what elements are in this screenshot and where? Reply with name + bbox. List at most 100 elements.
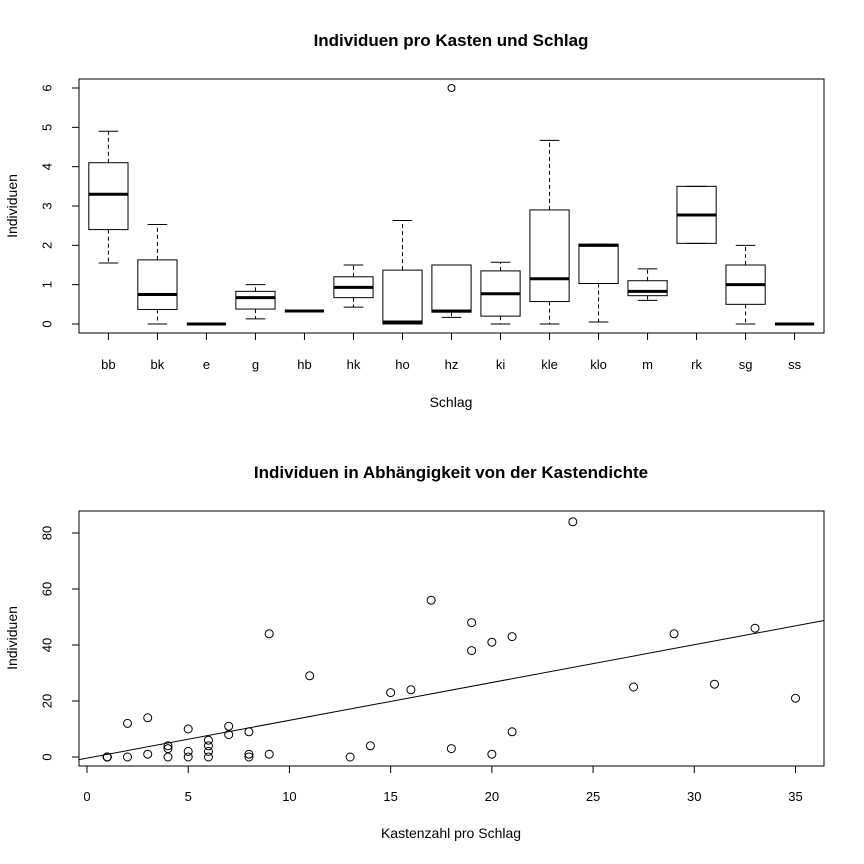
boxplot-x-tick-label: g xyxy=(252,357,259,372)
scatter-plot-frame xyxy=(78,510,825,767)
scatter-point xyxy=(750,623,760,633)
box-bb xyxy=(88,130,129,264)
scatter-point xyxy=(224,721,234,731)
scatter-x-tick-label: 25 xyxy=(586,789,600,804)
scatter-point xyxy=(143,749,153,759)
scatter-point xyxy=(143,713,153,723)
boxplot-y-axis: 0 1 2 3 4 5 6 xyxy=(40,84,80,328)
scatter-point xyxy=(264,749,274,759)
scatter-point xyxy=(507,727,517,737)
scatter-point xyxy=(467,646,477,656)
scatter-point xyxy=(122,752,132,762)
box-outlier xyxy=(447,84,456,92)
scatter-x-tick-label: 30 xyxy=(687,789,701,804)
scatter-point xyxy=(183,724,193,734)
box-ki xyxy=(480,261,521,325)
boxplot-x-tick-label: hz xyxy=(445,357,459,372)
scatter-point xyxy=(365,741,375,751)
boxplot-y-tick-label: 1 xyxy=(40,281,55,288)
box-hz xyxy=(431,84,472,318)
scatter-y-tick-label: 20 xyxy=(40,694,55,708)
box-g xyxy=(235,284,276,320)
scatter-point xyxy=(203,752,213,762)
scatter-point xyxy=(629,682,639,692)
scatter-y-tick-label: 60 xyxy=(40,582,55,596)
box-bk xyxy=(137,223,178,325)
box-body xyxy=(627,280,668,297)
boxplot-x-tick-label: ki xyxy=(496,357,506,372)
boxplot-x-tick-label: sg xyxy=(739,357,753,372)
box-kle xyxy=(529,139,570,325)
boxplot-x-tick-label: kle xyxy=(541,357,558,372)
scatter-point xyxy=(203,735,213,745)
scatter-x-tick-label: 0 xyxy=(83,789,90,804)
scatter-x-label: Kastenzahl pro Schlag xyxy=(381,825,521,841)
box-body xyxy=(382,269,423,325)
scatter-y-tick-label: 40 xyxy=(40,638,55,652)
box-body xyxy=(529,209,570,303)
box-rk xyxy=(676,185,717,244)
boxplot-title: Individuen pro Kasten und Schlag xyxy=(314,31,589,50)
scatter-point xyxy=(183,746,193,756)
scatter-points xyxy=(102,517,800,762)
scatter-y-tick-label: 0 xyxy=(40,753,55,760)
box-body xyxy=(88,162,129,231)
scatter-point xyxy=(406,685,416,695)
box-ho xyxy=(382,220,423,325)
scatter-point xyxy=(264,629,274,639)
scatter-point xyxy=(244,752,254,762)
scatter-point xyxy=(203,741,213,751)
scatter-point xyxy=(122,718,132,728)
boxplot-y-tick-label: 6 xyxy=(40,84,55,91)
scatter-y-tick-label: 80 xyxy=(40,526,55,540)
boxplot-plot-frame xyxy=(78,78,825,334)
scatter-title: Individuen in Abhängigkeit von der Kaste… xyxy=(254,463,648,482)
scatter-point xyxy=(791,693,800,703)
box-klo xyxy=(578,243,619,323)
scatter-point xyxy=(487,749,497,759)
scatter-point xyxy=(244,727,254,737)
scatter-point xyxy=(305,671,315,681)
box-body xyxy=(431,264,472,313)
scatter-point xyxy=(568,517,578,527)
scatter-x-tick-label: 5 xyxy=(185,789,192,804)
boxplot-x-tick-label: bk xyxy=(151,357,165,372)
boxplot-y-tick-label: 2 xyxy=(40,242,55,249)
boxplot-x-tick-label: ho xyxy=(395,357,409,372)
boxplot-y-tick-label: 0 xyxy=(40,320,55,327)
scatter-point xyxy=(163,752,173,762)
scatter-x-tick-label: 15 xyxy=(383,789,397,804)
scatter-point xyxy=(386,688,396,698)
boxplot-x-tick-label: ss xyxy=(788,357,802,372)
box-m xyxy=(627,268,668,301)
boxplot-x-axis: bb bk e g hb hk ho hz ki kle klo m rk sg ss xyxy=(101,332,802,372)
boxplot-x-label: Schlag xyxy=(430,394,473,410)
regression-line xyxy=(78,620,825,761)
boxplot-x-tick-label: m xyxy=(642,357,653,372)
scatter-panel: Individuen in Abhängigkeit von der Kaste… xyxy=(4,463,825,841)
boxplot-boxes xyxy=(88,84,815,326)
scatter-point xyxy=(467,618,477,628)
scatter-point xyxy=(183,752,193,762)
scatter-point xyxy=(487,637,497,647)
boxplot-x-tick-label: hb xyxy=(297,357,311,372)
scatter-y-label: Individuen xyxy=(4,606,20,670)
scatter-point xyxy=(345,752,355,762)
boxplot-x-tick-label: bb xyxy=(101,357,115,372)
boxplot-x-tick-label: hk xyxy=(347,357,361,372)
scatter-point xyxy=(102,752,112,762)
box-body xyxy=(578,243,619,284)
boxplot-y-tick-label: 4 xyxy=(40,163,55,170)
boxplot-panel: Individuen pro Kasten und Schlag 0 1 2 3 4 5 6… xyxy=(4,31,825,410)
box-sg xyxy=(725,244,766,325)
scatter-x-tick-label: 35 xyxy=(788,789,802,804)
scatter-x-tick-label: 10 xyxy=(282,789,296,804)
box-body xyxy=(235,290,276,310)
scatter-x-tick-label: 20 xyxy=(485,789,499,804)
scatter-point xyxy=(710,679,720,689)
boxplot-y-tick-label: 3 xyxy=(40,202,55,209)
scatter-y-axis: 0 20 40 60 80 xyxy=(40,526,80,761)
scatter-point xyxy=(446,744,456,754)
scatter-point xyxy=(224,730,234,740)
scatter-point xyxy=(426,595,436,605)
